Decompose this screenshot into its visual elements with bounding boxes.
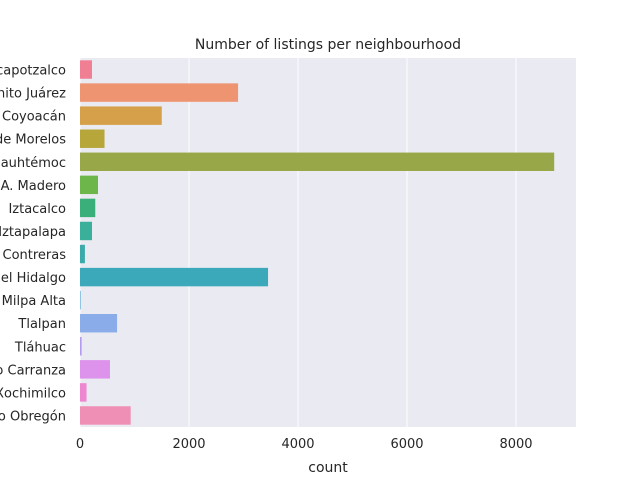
- bar: [80, 129, 105, 148]
- y-tick-label: Cuauhtémoc: [0, 156, 66, 171]
- bar: [80, 383, 87, 402]
- y-tick-label: La Magdalena Contreras: [0, 248, 66, 263]
- y-tick-label: Miguel Hidalgo: [0, 271, 66, 286]
- y-tick-label: Cuajimalpa de Morelos: [0, 133, 66, 148]
- x-tick-label: 6000: [390, 437, 423, 452]
- bar: [80, 106, 162, 125]
- y-tick-label: Tlalpan: [17, 317, 66, 332]
- bar: [80, 152, 555, 172]
- bar: [80, 406, 131, 425]
- bar: [80, 290, 81, 310]
- bars: [80, 60, 555, 425]
- bar: [80, 267, 269, 287]
- y-tick-label: Iztapalapa: [0, 225, 66, 240]
- bar: [80, 83, 239, 102]
- y-tick-label: Xochimilco: [0, 386, 66, 401]
- bar: [80, 313, 118, 333]
- plot-area: [80, 58, 576, 427]
- y-tick-label: Milpa Alta: [2, 294, 66, 309]
- y-tick-label: Azcapotzalco: [0, 64, 66, 79]
- bar: [80, 198, 96, 218]
- y-tick-label: Gustavo A. Madero: [0, 179, 66, 194]
- x-tick-label: 0: [76, 437, 84, 452]
- y-tick-label: Álvaro Obregón: [0, 408, 66, 424]
- x-axis-label: count: [308, 460, 348, 476]
- bar: [80, 60, 92, 79]
- y-tick-label: Venustiano Carranza: [0, 363, 66, 378]
- x-tick-label: 4000: [281, 437, 314, 452]
- y-tick-label: Tláhuac: [14, 340, 66, 355]
- bar: [80, 244, 85, 264]
- y-tick-label: Coyoacán: [2, 110, 66, 125]
- y-tick-label: Benito Juárez: [0, 87, 66, 102]
- bar: [80, 360, 110, 379]
- chart-title: Number of listings per neighbourhood: [195, 37, 461, 53]
- y-tick-labels: Azcapotzalco Benito Juárez Coyoacán Cuajima…: [0, 64, 66, 425]
- y-tick-label: Iztacalco: [8, 202, 66, 217]
- bar: [80, 175, 98, 195]
- x-tick-label: 2000: [172, 437, 205, 452]
- x-tick-label: 8000: [499, 437, 532, 452]
- x-tick-labels: 0 2000 4000 6000 8000: [76, 437, 533, 452]
- bar: [80, 337, 82, 356]
- bar: [80, 221, 92, 241]
